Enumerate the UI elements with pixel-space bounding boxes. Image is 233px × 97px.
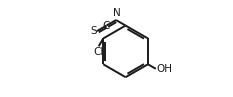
Text: N: N: [113, 8, 120, 18]
Text: C: C: [103, 21, 110, 31]
Text: Cl: Cl: [93, 47, 104, 57]
Text: OH: OH: [157, 64, 173, 74]
Text: S: S: [90, 26, 96, 36]
